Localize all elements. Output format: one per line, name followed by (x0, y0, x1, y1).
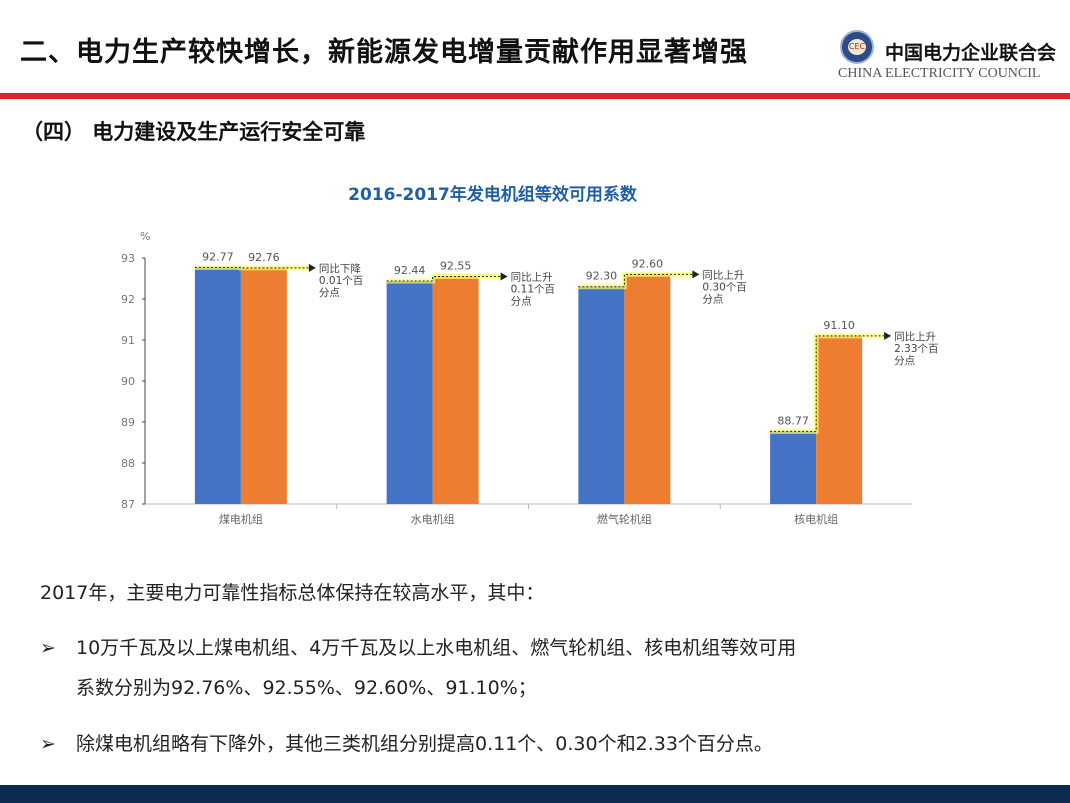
header-divider (0, 93, 1070, 99)
arrow-head-icon (884, 331, 892, 340)
y-tick-label: 88 (121, 457, 135, 470)
bar-2016 (578, 286, 625, 504)
annotation-text: 分点 (894, 355, 915, 367)
cec-logo-seal-icon: CEC (840, 30, 874, 64)
data-label: 92.76 (248, 251, 280, 264)
intro-text: 2017年，主要电力可靠性指标总体保持在较高水平，其中： (40, 582, 545, 604)
data-label: 92.30 (586, 270, 618, 283)
data-label: 92.77 (202, 250, 234, 263)
bullet-arrow-icon: ➢ (40, 637, 56, 659)
data-label: 91.10 (823, 319, 855, 332)
logo-english-name: CHINA ELECTRICITY COUNCIL (838, 66, 1041, 81)
bar-2016 (770, 431, 817, 504)
bullet-1-cont: 系数分别为92.76%、92.55%、92.60%、91.10%； (76, 677, 537, 699)
annotation-text: 分点 (319, 287, 340, 299)
bar-2017 (624, 274, 671, 504)
annotation-arrow-line (578, 273, 693, 288)
chart-title: 2016-2017年发电机组等效可用系数 (348, 185, 637, 205)
slide-title: 二、电力生产较快增长，新能源发电增量贡献作用显著增强 (20, 37, 748, 68)
y-tick-label: 91 (121, 334, 135, 347)
y-tick-label: 87 (121, 498, 135, 511)
data-label: 92.44 (394, 264, 426, 277)
annotation-text: 分点 (511, 295, 532, 307)
section-subtitle: （四） 电力建设及生产运行安全可靠 (22, 120, 366, 144)
x-tick-label: 煤电机组 (219, 512, 263, 526)
annotation-arrow-line (386, 275, 501, 282)
x-tick-label: 水电机组 (411, 512, 455, 526)
x-tick-label: 核电机组 (794, 512, 838, 526)
bar-2016 (194, 267, 241, 504)
annotation-text: 同比上升 (702, 268, 744, 281)
arrow-head-icon (692, 270, 700, 279)
bullet-2: ➢ 除煤电机组略有下降外，其他三类机组分别提高0.11个、0.30个和2.33个百… (40, 733, 773, 755)
bar-2017 (816, 335, 863, 504)
y-tick-label: 93 (121, 252, 135, 265)
annotation-text: 同比下降 (319, 262, 361, 275)
bullet-arrow-icon: ➢ (40, 733, 56, 755)
annotation-text: 同比上升 (894, 330, 936, 343)
annotation-text: 0.11个百 (511, 283, 555, 295)
annotation-text: 同比上升 (511, 270, 553, 283)
bar-2017 (240, 267, 287, 504)
annotation-text: 0.01个百 (319, 275, 363, 287)
bar-2017 (432, 276, 479, 504)
x-tick-label: 燃气轮机组 (597, 512, 652, 526)
bar-2016 (386, 280, 433, 504)
annotation-text: 分点 (702, 293, 723, 305)
logo-chinese-name: 中国电力企业联合会 (885, 42, 1057, 64)
y-tick-label: 89 (121, 416, 135, 429)
footer-bar (0, 785, 1070, 803)
arrow-head-icon (500, 272, 508, 281)
bullet-1: ➢ 10万千瓦及以上煤电机组、4万千瓦及以上水电机组、燃气轮机组、核电机组等效可用 (40, 637, 797, 659)
data-label: 92.60 (632, 257, 664, 270)
y-tick-label: 90 (121, 375, 135, 388)
annotation-text: 2.33个百 (894, 343, 938, 355)
data-label: 88.77 (777, 414, 809, 427)
annotation-text: 0.30个百 (702, 281, 746, 293)
data-label: 92.55 (440, 259, 472, 272)
y-axis-unit: % (140, 230, 150, 243)
y-tick-label: 92 (121, 293, 135, 306)
arrow-head-icon (308, 263, 316, 272)
annotation-arrow-line (770, 335, 885, 432)
